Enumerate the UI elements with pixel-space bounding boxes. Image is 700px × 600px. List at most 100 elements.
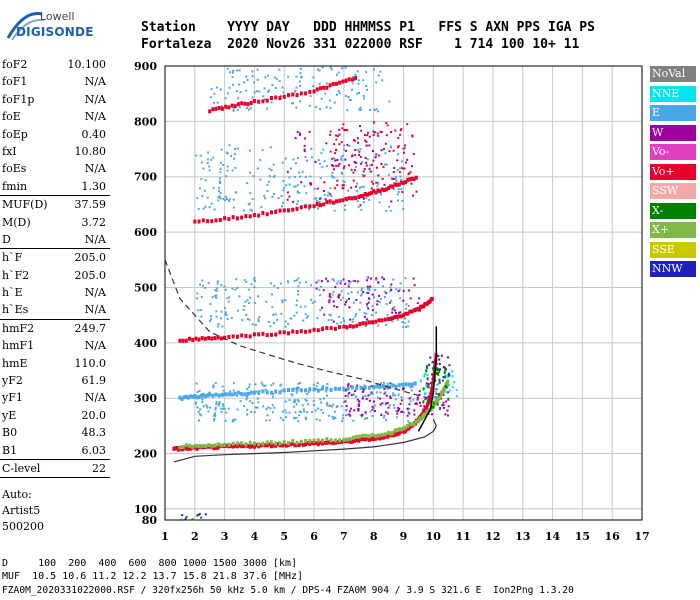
echo-point — [253, 286, 256, 289]
echo-point — [296, 130, 299, 133]
trace-point — [295, 93, 299, 98]
trace-point — [359, 385, 363, 390]
echo-point — [389, 382, 392, 385]
echo-point — [283, 409, 286, 412]
echo-point — [346, 299, 349, 302]
trace-point — [219, 443, 223, 448]
echo-point — [276, 318, 279, 321]
echo-point — [394, 129, 397, 132]
trace-point — [378, 189, 382, 194]
echo-point — [251, 70, 254, 73]
echo-point — [343, 148, 346, 151]
echo-point — [412, 277, 415, 280]
trace-point — [295, 330, 299, 335]
param-row: h`F 205.0 — [0, 249, 112, 266]
trace-point — [364, 321, 368, 326]
y-tick-label: 700 — [134, 171, 157, 184]
param-name: h`E — [2, 286, 23, 300]
echo-point — [377, 74, 380, 77]
echo-point — [326, 382, 329, 385]
trace-point — [417, 307, 421, 312]
param-row: MUF(D) 37.59 — [0, 196, 112, 213]
trace-point — [391, 383, 395, 388]
echo-point — [418, 401, 421, 404]
trace-point — [333, 386, 337, 391]
echo-point — [423, 405, 426, 408]
echo-point — [401, 388, 404, 391]
echo-point — [455, 395, 458, 398]
echo-point — [280, 312, 283, 315]
trace-point — [191, 518, 194, 521]
echo-point — [328, 202, 331, 205]
trace-point — [333, 440, 337, 445]
echo-point — [319, 309, 322, 312]
trace-point — [391, 430, 395, 435]
echo-point — [341, 172, 344, 175]
echo-point — [224, 195, 227, 198]
echo-point — [356, 200, 359, 203]
echo-point — [246, 78, 249, 81]
echo-point — [338, 315, 341, 318]
trace-point — [195, 446, 199, 451]
echo-point — [312, 76, 315, 79]
echo-point — [362, 185, 365, 188]
echo-point — [394, 398, 397, 401]
echo-point — [347, 95, 350, 98]
trace-point — [353, 438, 357, 443]
echo-point — [253, 81, 256, 84]
trace-point — [383, 432, 387, 437]
echo-point — [215, 86, 218, 89]
echo-point — [401, 410, 404, 413]
trace-point — [367, 434, 371, 439]
param-row: yF1 N/A — [0, 389, 112, 406]
echo-point — [388, 150, 391, 153]
echo-point — [332, 320, 335, 323]
trace-point — [252, 444, 256, 449]
echo-point — [295, 106, 298, 109]
x-tick-label: 16 — [605, 530, 621, 543]
echo-point — [317, 407, 320, 410]
echo-point — [214, 414, 217, 417]
echo-point — [343, 144, 346, 147]
echo-point — [214, 406, 217, 409]
trace-point — [261, 331, 265, 336]
trace-point — [428, 397, 432, 402]
echo-point — [319, 285, 322, 288]
trace-point — [400, 382, 404, 387]
echo-point — [273, 192, 276, 195]
trace-point — [295, 387, 299, 392]
echo-point — [340, 290, 343, 293]
echo-point — [256, 68, 259, 71]
trace-point — [217, 393, 221, 398]
echo-point — [344, 158, 347, 161]
trace-point — [246, 392, 250, 397]
trace-point — [246, 102, 250, 107]
trace-point — [445, 382, 449, 387]
echo-point — [295, 304, 298, 307]
echo-point — [198, 413, 201, 416]
echo-point — [354, 139, 357, 142]
echo-point — [331, 405, 334, 408]
echo-point — [389, 290, 392, 293]
echo-point — [220, 105, 223, 108]
param-name: yF1 — [2, 391, 23, 405]
trace-point — [391, 316, 395, 321]
echo-point — [356, 137, 359, 140]
x-tick-label: 2 — [191, 530, 199, 543]
echo-point — [365, 318, 368, 321]
echo-point — [396, 168, 399, 171]
trace-point — [197, 395, 201, 400]
echo-point — [303, 137, 306, 140]
trace-point — [427, 399, 430, 403]
echo-point — [331, 415, 334, 418]
x-tick-label: 17 — [634, 530, 649, 543]
echo-point — [360, 293, 363, 296]
y-tick-label: 300 — [134, 392, 157, 405]
param-name: hmF2 — [2, 321, 35, 335]
echo-point — [358, 91, 361, 94]
echo-point — [391, 307, 394, 310]
echo-point — [373, 407, 376, 410]
echo-point — [413, 413, 416, 416]
trace-point — [269, 390, 273, 395]
echo-point — [382, 148, 385, 151]
